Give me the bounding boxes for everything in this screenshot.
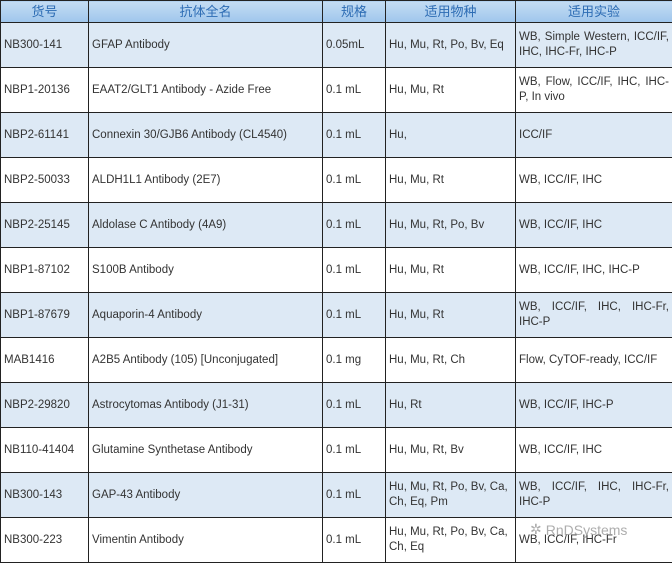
cell-antibody-name: Aldolase C Antibody (4A9) [88, 202, 323, 248]
cell-antibody-name: Vimentin Antibody [88, 517, 323, 563]
cell-species: Hu, Mu, Rt, Po, Bv, Ca, Ch, Eq [385, 517, 516, 563]
table-row: NB110-41404 Glutamine Synthetase Antibody… [0, 427, 672, 473]
cell-applications: WB, ICC/IF, IHC [515, 157, 672, 203]
cell-antibody-name: GFAP Antibody [88, 22, 323, 68]
header-col-species: 适用物种 [385, 0, 516, 23]
table-row: NBP1-20136 EAAT2/GLT1 Antibody - Azide Fr… [0, 67, 672, 113]
cell-catalog-number: NBP2-29820 [0, 382, 89, 428]
cell-antibody-name: Connexin 30/GJB6 Antibody (CL4540) [88, 112, 323, 158]
cell-species: Hu, Mu, Rt, Po, Bv [385, 202, 516, 248]
cell-catalog-number: NBP1-87102 [0, 247, 89, 293]
cell-antibody-name: Astrocytomas Antibody (J1-31) [88, 382, 323, 428]
cell-size: 0.1 mL [322, 67, 386, 113]
cell-size: 0.1 mL [322, 427, 386, 473]
cell-species: Hu, Mu, Rt [385, 67, 516, 113]
cell-species: Hu, [385, 112, 516, 158]
cell-species: Hu, Rt [385, 382, 516, 428]
table-row: NB300-141 GFAP Antibody 0.05mL Hu, Mu, Rt, … [0, 22, 672, 68]
table-row: NB300-223 Vimentin Antibody 0.1 mL Hu, Mu, … [0, 517, 672, 563]
cell-species: Hu, Mu, Rt [385, 247, 516, 293]
cell-catalog-number: NBP2-61141 [0, 112, 89, 158]
watermark: ✲ RnDSystems [530, 521, 628, 538]
cell-size: 0.1 mg [322, 337, 386, 383]
cell-applications: WB, ICC/IF, IHC [515, 202, 672, 248]
cell-size: 0.1 mL [322, 517, 386, 563]
cell-antibody-name: GAP-43 Antibody [88, 472, 323, 518]
cell-size: 0.1 mL [322, 382, 386, 428]
cell-catalog-number: NB300-223 [0, 517, 89, 563]
table-row: NB300-143 GAP-43 Antibody 0.1 mL Hu, Mu, Rt… [0, 472, 672, 518]
cell-antibody-name: Glutamine Synthetase Antibody [88, 427, 323, 473]
cell-antibody-name: S100B Antibody [88, 247, 323, 293]
cell-species: Hu, Mu, Rt [385, 157, 516, 203]
cell-catalog-number: NBP1-20136 [0, 67, 89, 113]
table-row: NBP1-87679 Aquaporin-4 Antibody 0.1 mL Hu, … [0, 292, 672, 338]
cell-applications: WB, ICC/IF, IHC [515, 427, 672, 473]
cell-antibody-name: Aquaporin-4 Antibody [88, 292, 323, 338]
header-row: 货号 抗体全名 规格 适用物种 适用实验 [0, 0, 672, 23]
cell-catalog-number: NB300-143 [0, 472, 89, 518]
cell-species: Hu, Mu, Rt, Po, Bv, Eq [385, 22, 516, 68]
header-col-antibody-name: 抗体全名 [88, 0, 323, 23]
cell-size: 0.1 mL [322, 202, 386, 248]
cell-species: Hu, Mu, Rt, Po, Bv, Ca, Ch, Eq, Pm [385, 472, 516, 518]
header-col-catalog-number: 货号 [0, 0, 89, 23]
table-row: MAB1416 A2B5 Antibody (105) [Unconjugated… [0, 337, 672, 383]
cell-size: 0.1 mL [322, 292, 386, 338]
table-row: NBP2-50033 ALDH1L1 Antibody (2E7) 0.1 mL Hu… [0, 157, 672, 203]
cell-applications: Flow, CyTOF-ready, ICC/IF [515, 337, 672, 383]
cell-applications: WB, ICC/IF, IHC, IHC-P [515, 247, 672, 293]
table-row: NBP2-29820 Astrocytomas Antibody (J1-31) 0… [0, 382, 672, 428]
header-col-size: 规格 [322, 0, 386, 23]
table-row: NBP2-61141 Connexin 30/GJB6 Antibody (CL4… [0, 112, 672, 158]
table-row: NBP1-87102 S100B Antibody 0.1 mL Hu, Mu, Rt… [0, 247, 672, 293]
cell-applications: ICC/IF [515, 112, 672, 158]
cell-species: Hu, Mu, Rt [385, 292, 516, 338]
cell-catalog-number: NBP2-25145 [0, 202, 89, 248]
cell-applications: WB, ICC/IF, IHC, IHC-Fr, IHC-P [515, 292, 672, 338]
cell-applications: WB, ICC/IF, IHC-P [515, 382, 672, 428]
cell-size: 0.1 mL [322, 472, 386, 518]
cell-applications: WB, ICC/IF, IHC-Fr [515, 517, 672, 563]
cell-catalog-number: NB300-141 [0, 22, 89, 68]
cell-antibody-name: EAAT2/GLT1 Antibody - Azide Free [88, 67, 323, 113]
cell-catalog-number: NB110-41404 [0, 427, 89, 473]
wechat-icon: ✲ [530, 521, 542, 537]
cell-catalog-number: NBP2-50033 [0, 157, 89, 203]
cell-applications: WB, ICC/IF, IHC, IHC-Fr, IHC-P [515, 472, 672, 518]
table-row: NBP2-25145 Aldolase C Antibody (4A9) 0.1 m… [0, 202, 672, 248]
cell-size: 0.1 mL [322, 247, 386, 293]
cell-applications: WB, Flow, ICC/IF, IHC, IHC-P, In vivo [515, 67, 672, 113]
cell-species: Hu, Mu, Rt, Ch [385, 337, 516, 383]
header-col-applications: 适用实验 [515, 0, 672, 23]
cell-species: Hu, Mu, Rt, Bv [385, 427, 516, 473]
cell-applications: WB, Simple Western, ICC/IF, IHC, IHC-Fr,… [515, 22, 672, 68]
cell-size: 0.1 mL [322, 112, 386, 158]
cell-size: 0.05mL [322, 22, 386, 68]
cell-size: 0.1 mL [322, 157, 386, 203]
cell-antibody-name: A2B5 Antibody (105) [Unconjugated] [88, 337, 323, 383]
cell-catalog-number: NBP1-87679 [0, 292, 89, 338]
cell-antibody-name: ALDH1L1 Antibody (2E7) [88, 157, 323, 203]
cell-catalog-number: MAB1416 [0, 337, 89, 383]
